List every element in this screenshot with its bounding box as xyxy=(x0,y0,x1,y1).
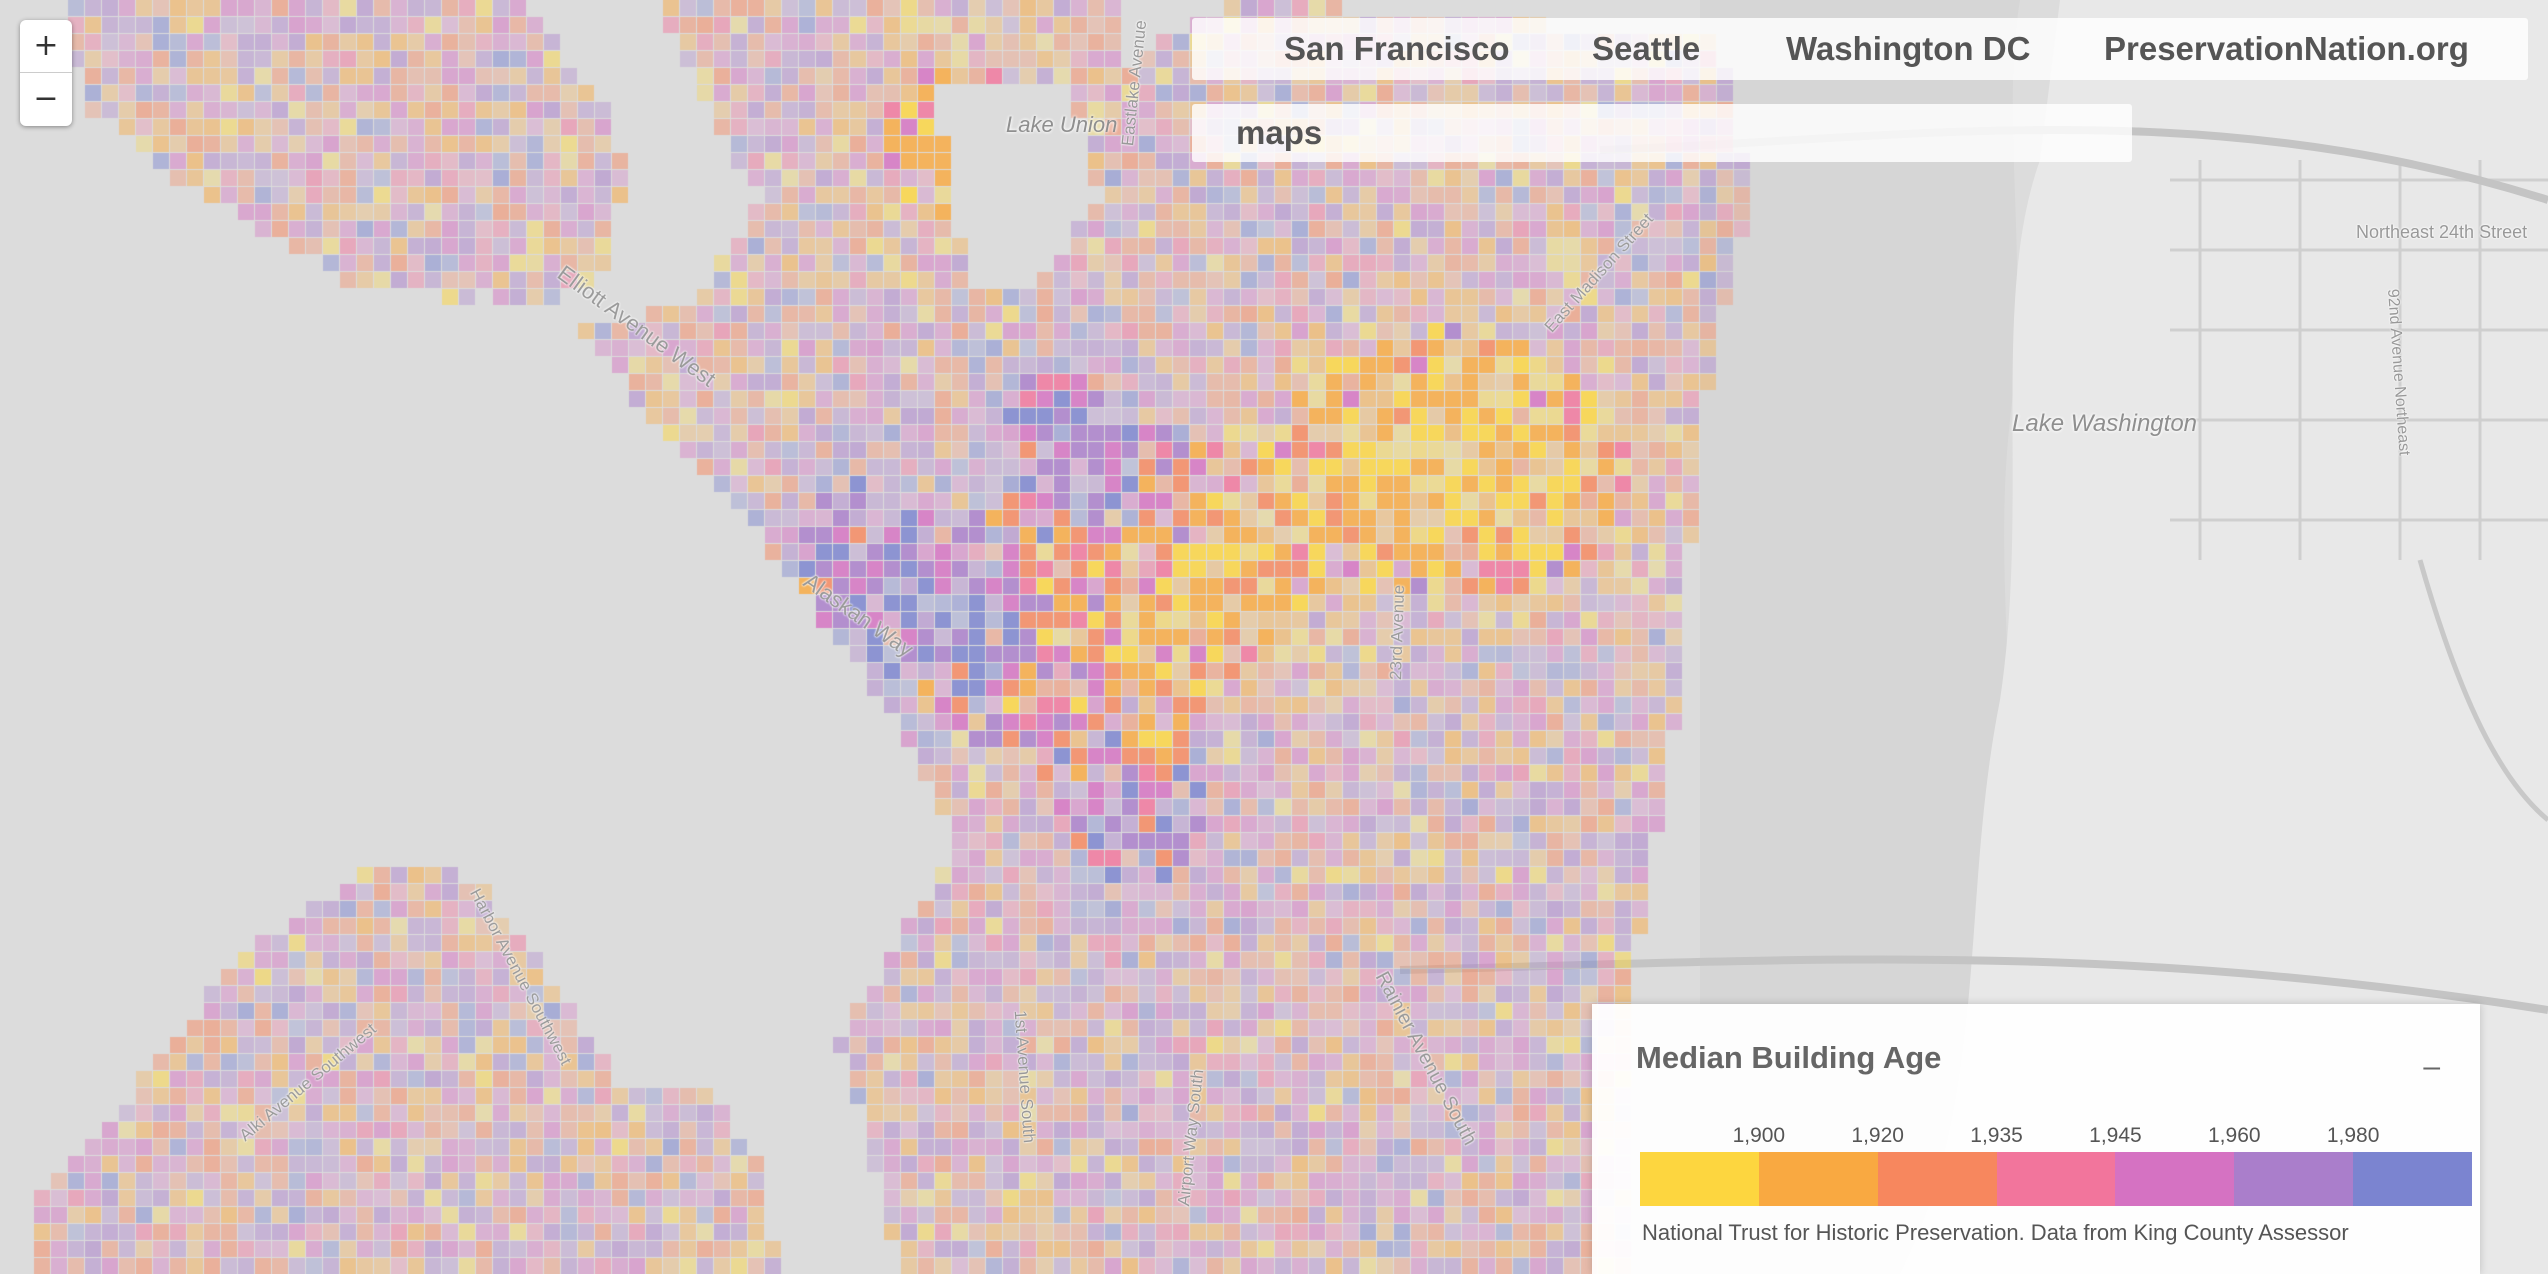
zoom-in-button[interactable]: + xyxy=(20,20,72,73)
legend-swatch xyxy=(1640,1152,1759,1206)
maps-title[interactable]: maps xyxy=(1236,114,1323,151)
legend-tick: 1,920 xyxy=(1851,1124,1904,1147)
street-label-ne-24th: Northeast 24th Street xyxy=(2356,222,2528,242)
lake-union-label: Lake Union xyxy=(1006,112,1118,137)
legend-title: Median Building Age xyxy=(1636,1040,1942,1075)
lake-washington-label: Lake Washington xyxy=(2012,410,2198,437)
zoom-control: + − xyxy=(20,20,72,126)
zoom-out-button[interactable]: − xyxy=(33,81,59,116)
legend-swatch xyxy=(2353,1152,2473,1206)
city-nav-bar: San Francisco Seattle Washington DC Pres… xyxy=(1192,18,2528,80)
legend-swatch xyxy=(2234,1152,2354,1206)
nav-link-san-francisco[interactable]: San Francisco xyxy=(1284,30,1510,67)
legend-swatch xyxy=(2115,1152,2235,1206)
legend-tick: 1,935 xyxy=(1970,1124,2023,1147)
legend-swatch xyxy=(1996,1152,2116,1206)
legend-tick: 1,960 xyxy=(2208,1124,2261,1147)
legend-swatch xyxy=(1758,1152,1878,1206)
legend-ticks: 1,900 1,920 1,935 1,945 1,960 1,980 xyxy=(1640,1124,2472,1154)
legend-color-bar xyxy=(1640,1152,2473,1206)
nav-link-seattle[interactable]: Seattle xyxy=(1592,30,1701,67)
legend-tick: 1,980 xyxy=(2326,1124,2380,1147)
nav-link-preservation-nation[interactable]: PreservationNation.org xyxy=(2104,30,2469,67)
legend-swatch xyxy=(1877,1152,1997,1206)
nav-link-washington-dc[interactable]: Washington DC xyxy=(1786,30,2031,67)
legend-tick: 1,945 xyxy=(2089,1124,2142,1147)
street-label-23rd: 23rd Avenue xyxy=(1386,584,1409,681)
maps-bar: maps xyxy=(1192,104,2132,162)
legend-tick: 1,900 xyxy=(1732,1124,1786,1147)
legend-source: National Trust for Historic Preservation… xyxy=(1642,1220,2349,1245)
legend-panel: Median Building Age – 1,900 1,920 1,935 … xyxy=(1592,1004,2480,1274)
legend-collapse-button[interactable]: – xyxy=(2423,1050,2440,1083)
